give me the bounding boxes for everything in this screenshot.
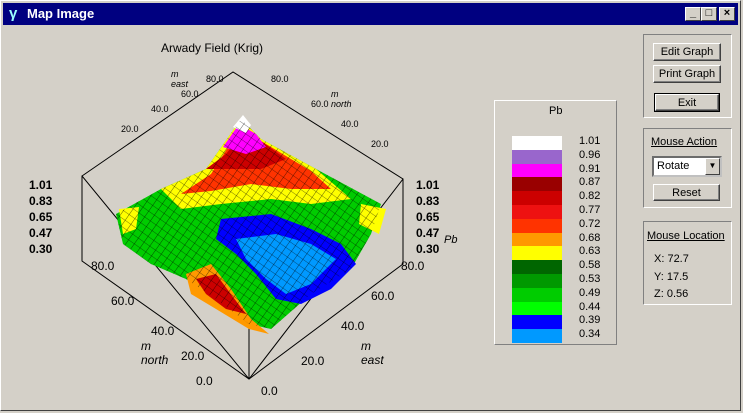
top-tick: m north [331,89,352,109]
z-tick: 0.65 [416,210,440,224]
top-tick: 60.0 [181,89,199,99]
surface-mesh [116,115,386,334]
north-tick: 40.0 [151,324,175,338]
legend-label: 0.68 [579,231,601,244]
edit-graph-button[interactable]: Edit Graph [653,43,721,61]
east-tick: 20.0 [301,354,325,368]
legend-swatch [512,218,562,233]
z-tick: 0.83 [416,194,440,208]
legend-title: Pb [549,105,563,117]
close-icon: × [723,7,731,19]
north-tick: 80.0 [91,259,115,273]
z-tick: 0.30 [416,242,440,256]
surface-plot[interactable]: Arwady Field (Krig) [11,29,491,407]
mouse-action-title: Mouse Action [651,136,718,148]
z-readout: Z: 0.56 [654,288,689,300]
legend-label: 0.44 [579,300,601,313]
mouse-location-panel: Mouse Location X: 72.7 Y: 17.5 Z: 0.56 [643,221,732,305]
top-tick: m east [171,69,189,89]
chevron-down-icon[interactable]: ▼ [705,158,720,175]
z-tick: 0.47 [29,226,53,240]
top-tick: 20.0 [121,124,139,134]
legend-label: 1.01 [579,135,601,147]
east-tick: 60.0 [371,289,395,303]
legend-swatch [512,205,562,219]
legend-label: 0.82 [579,190,601,203]
z-axis-left: 1.01 0.83 0.65 0.47 0.30 [29,177,52,257]
pb-axis-label: Pb [444,234,458,246]
graph-title: Arwady Field (Krig) [161,41,264,55]
legend-swatch [512,329,562,343]
east-tick: 40.0 [341,319,365,333]
legend-swatch [512,246,562,261]
legend-label: 0.63 [579,245,601,258]
legend-swatch [512,232,562,247]
z-axis-right: 1.01 0.83 0.65 0.47 0.30 [416,177,439,257]
legend-label: 0.77 [579,204,601,216]
minimize-button[interactable]: _ [685,7,701,21]
top-tick: 80.0 [206,74,224,84]
y-readout: Y: 17.5 [654,271,689,283]
title-bar[interactable]: γ Map Image _ □ × [3,3,738,25]
z-tick: 0.47 [416,226,440,240]
z-tick: 0.30 [29,242,53,256]
legend-swatch [512,191,562,205]
window-title: Map Image [27,6,95,21]
legend-label: 0.49 [579,286,601,299]
legend-label: 0.39 [579,314,601,327]
surface-plot-canvas[interactable] [11,29,491,407]
z-tick: 0.65 [29,210,53,224]
east-tick: 0.0 [261,384,278,398]
legend-swatch [512,287,562,302]
z-tick: 0.83 [29,194,53,208]
legend-swatch [512,177,562,192]
legend-swatch [512,274,562,288]
legend-label: 0.53 [579,273,601,285]
legend-label: 0.34 [579,328,601,341]
top-tick: 40.0 [341,119,359,129]
east-axis-label: m east [361,339,384,367]
x-readout: X: 72.7 [654,253,689,265]
maximize-icon: □ [705,7,713,19]
north-tick: 60.0 [111,294,135,308]
graph-buttons-panel: Edit Graph Print Graph Exit [643,34,732,118]
minimize-icon: _ [689,7,697,19]
gamma-icon: γ [9,5,18,22]
legend-swatch [512,136,562,150]
legend-label: 0.87 [579,176,601,189]
z-tick: 1.01 [416,178,440,192]
reset-button[interactable]: Reset [653,184,720,201]
legend-swatch [512,301,562,316]
z-tick: 1.01 [29,178,53,192]
north-tick: 0.0 [196,374,213,388]
legend: Pb 1.01 0.96 0.91 0.87 0.82 0.77 0.72 0.68 0.63 0… [494,100,617,345]
top-tick: 20.0 [371,139,389,149]
top-tick: 60.0 [311,99,329,109]
mouse-action-panel: Mouse Action Rotate ▼ Reset [643,128,732,208]
north-tick: 20.0 [181,349,205,363]
top-tick: 40.0 [151,104,169,114]
mouse-location-title: Mouse Location [647,230,725,242]
print-graph-button[interactable]: Print Graph [653,65,721,83]
legend-label: 0.58 [579,259,601,272]
legend-label: 0.96 [579,148,601,161]
legend-swatch [512,315,562,330]
legend-swatch [512,163,562,178]
north-axis-label: m north [141,339,169,367]
legend-swatch [512,149,562,164]
east-tick: 80.0 [401,259,425,273]
maximize-button[interactable]: □ [701,7,717,21]
top-tick: 80.0 [271,74,289,84]
exit-button[interactable]: Exit [654,93,720,112]
close-button[interactable]: × [719,7,735,21]
mouse-action-value: Rotate [657,160,690,172]
legend-label: 0.91 [579,162,601,175]
legend-swatch [512,260,562,274]
legend-label: 0.72 [579,217,601,230]
mouse-action-select[interactable]: Rotate ▼ [652,156,722,177]
